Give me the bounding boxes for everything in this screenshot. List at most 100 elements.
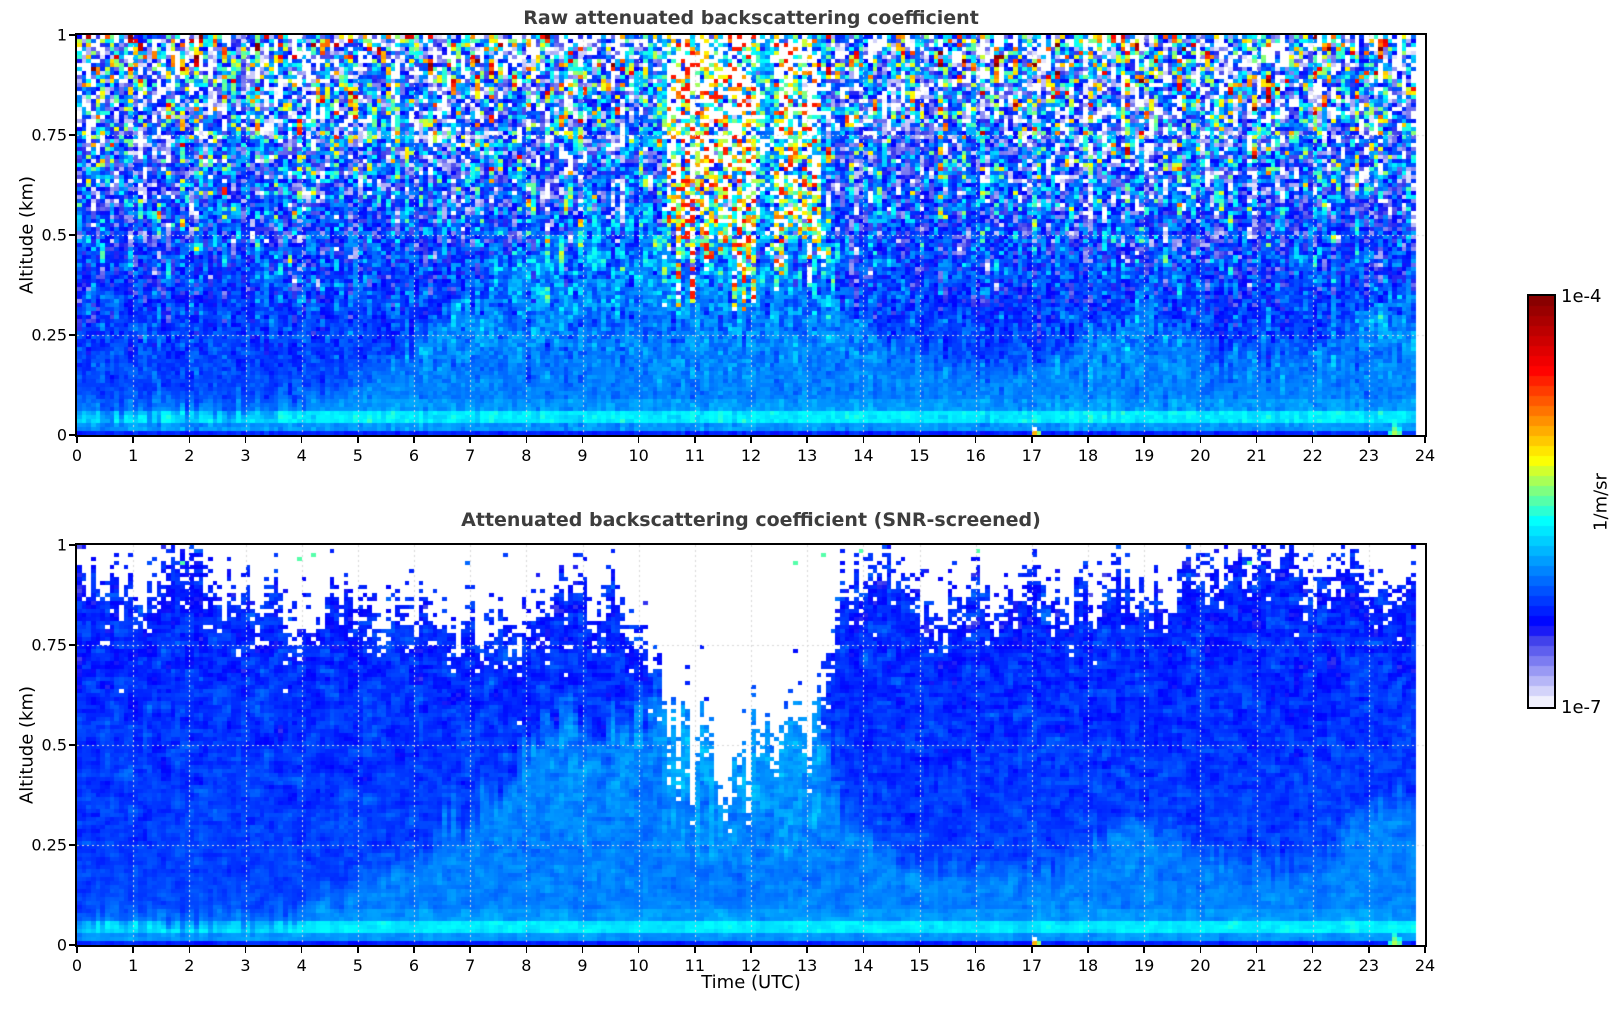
x-tick-mark bbox=[1255, 947, 1258, 953]
x-tick-mark bbox=[1424, 947, 1426, 953]
x-tick-mark bbox=[132, 437, 134, 443]
x-tick-label: 3 bbox=[240, 446, 251, 465]
x-tick-label: 23 bbox=[1358, 446, 1380, 465]
x-tick-mark bbox=[1031, 947, 1033, 953]
x-tick-mark bbox=[694, 437, 696, 443]
x-tick-mark bbox=[806, 947, 808, 953]
x-axis-label: Time (UTC) bbox=[701, 972, 801, 993]
x-tick-label: 10 bbox=[628, 446, 649, 465]
x-tick-label: 8 bbox=[521, 446, 532, 465]
x-tick-label: 3 bbox=[240, 956, 251, 975]
x-tick-label: 6 bbox=[408, 956, 420, 975]
screened-heatmap-plot bbox=[75, 543, 1427, 947]
x-tick-label: 2 bbox=[184, 446, 195, 465]
x-tick-mark bbox=[918, 947, 921, 953]
x-tick-label: 24 bbox=[1414, 956, 1436, 975]
x-tick-mark bbox=[469, 437, 471, 443]
colorbar-canvas bbox=[1529, 296, 1554, 707]
x-tick-label: 2 bbox=[184, 956, 195, 975]
x-tick-label: 1 bbox=[128, 446, 139, 465]
x-tick-mark bbox=[413, 947, 415, 953]
x-tick-mark bbox=[1424, 437, 1426, 443]
x-tick-label: 1 bbox=[128, 956, 139, 975]
x-tick-label: 4 bbox=[296, 956, 307, 975]
x-tick-label: 11 bbox=[684, 446, 706, 465]
x-tick-mark bbox=[188, 947, 191, 953]
y-tick-mark bbox=[69, 34, 75, 36]
y-tick-mark bbox=[69, 844, 75, 846]
x-tick-mark bbox=[1087, 947, 1089, 953]
x-tick-mark bbox=[637, 947, 640, 953]
x-tick-label: 15 bbox=[909, 446, 930, 465]
y-tick-label: 0.75 bbox=[31, 125, 67, 145]
y-tick-label: 0.5 bbox=[41, 735, 67, 755]
x-tick-label: 14 bbox=[853, 956, 874, 975]
panel-title-raw: Raw attenuated backscattering coefficien… bbox=[523, 7, 979, 29]
colorbar-unit-label: 1/m/sr bbox=[1590, 473, 1612, 531]
y-tick-label: 0.25 bbox=[31, 835, 67, 855]
x-tick-label: 21 bbox=[1246, 446, 1267, 465]
x-tick-mark bbox=[300, 947, 303, 953]
x-tick-mark bbox=[862, 437, 865, 443]
x-tick-mark bbox=[300, 437, 303, 443]
x-tick-label: 22 bbox=[1302, 446, 1323, 465]
colorbar bbox=[1527, 294, 1556, 709]
raw-heatmap-canvas bbox=[77, 35, 1425, 435]
x-tick-label: 13 bbox=[796, 956, 818, 975]
x-tick-mark bbox=[1143, 437, 1145, 443]
x-tick-label: 6 bbox=[408, 446, 420, 465]
x-tick-label: 21 bbox=[1246, 956, 1267, 975]
x-tick-label: 16 bbox=[965, 446, 986, 465]
raw-heatmap-plot bbox=[75, 33, 1427, 437]
x-tick-label: 23 bbox=[1358, 956, 1380, 975]
x-tick-mark bbox=[1311, 947, 1314, 953]
x-tick-mark bbox=[188, 437, 191, 443]
x-tick-mark bbox=[750, 947, 752, 953]
y-tick-mark bbox=[69, 544, 75, 546]
colorbar-min-label: 1e-7 bbox=[1561, 697, 1602, 718]
x-tick-mark bbox=[76, 947, 78, 953]
screened-heatmap-canvas bbox=[77, 545, 1425, 945]
x-tick-mark bbox=[357, 437, 359, 443]
x-tick-mark bbox=[1199, 437, 1202, 443]
x-tick-mark bbox=[1368, 947, 1370, 953]
x-tick-mark bbox=[1087, 437, 1089, 443]
x-tick-label: 5 bbox=[352, 956, 363, 975]
x-tick-mark bbox=[1255, 437, 1258, 443]
x-tick-label: 4 bbox=[296, 446, 307, 465]
x-tick-label: 19 bbox=[1133, 446, 1155, 465]
x-tick-label: 7 bbox=[465, 446, 476, 465]
y-tick-label: 0.25 bbox=[31, 325, 67, 345]
x-tick-mark bbox=[132, 947, 134, 953]
x-tick-label: 20 bbox=[1190, 956, 1211, 975]
y-tick-mark bbox=[69, 434, 75, 436]
x-tick-mark bbox=[637, 437, 640, 443]
colorbar-max-label: 1e-4 bbox=[1561, 286, 1602, 307]
x-tick-mark bbox=[581, 947, 584, 953]
y-tick-label: 1 bbox=[56, 535, 67, 555]
x-tick-label: 17 bbox=[1021, 446, 1043, 465]
x-tick-label: 19 bbox=[1133, 956, 1155, 975]
x-tick-label: 16 bbox=[965, 956, 986, 975]
x-tick-label: 22 bbox=[1302, 956, 1323, 975]
x-tick-mark bbox=[1143, 947, 1145, 953]
x-tick-label: 17 bbox=[1021, 956, 1043, 975]
x-tick-mark bbox=[918, 437, 921, 443]
x-tick-mark bbox=[1199, 947, 1202, 953]
y-tick-mark bbox=[69, 334, 75, 336]
x-tick-label: 0 bbox=[71, 956, 83, 975]
y-tick-label: 0 bbox=[56, 425, 67, 445]
y-tick-mark bbox=[69, 134, 75, 136]
x-tick-mark bbox=[974, 947, 977, 953]
x-tick-mark bbox=[862, 947, 865, 953]
x-tick-label: 24 bbox=[1414, 446, 1436, 465]
x-tick-label: 9 bbox=[577, 446, 588, 465]
x-tick-mark bbox=[525, 437, 528, 443]
x-tick-mark bbox=[694, 947, 696, 953]
x-tick-label: 9 bbox=[577, 956, 588, 975]
x-tick-label: 15 bbox=[909, 956, 930, 975]
x-tick-label: 12 bbox=[740, 446, 762, 465]
y-tick-label: 0.75 bbox=[31, 635, 67, 655]
x-tick-mark bbox=[1031, 437, 1033, 443]
